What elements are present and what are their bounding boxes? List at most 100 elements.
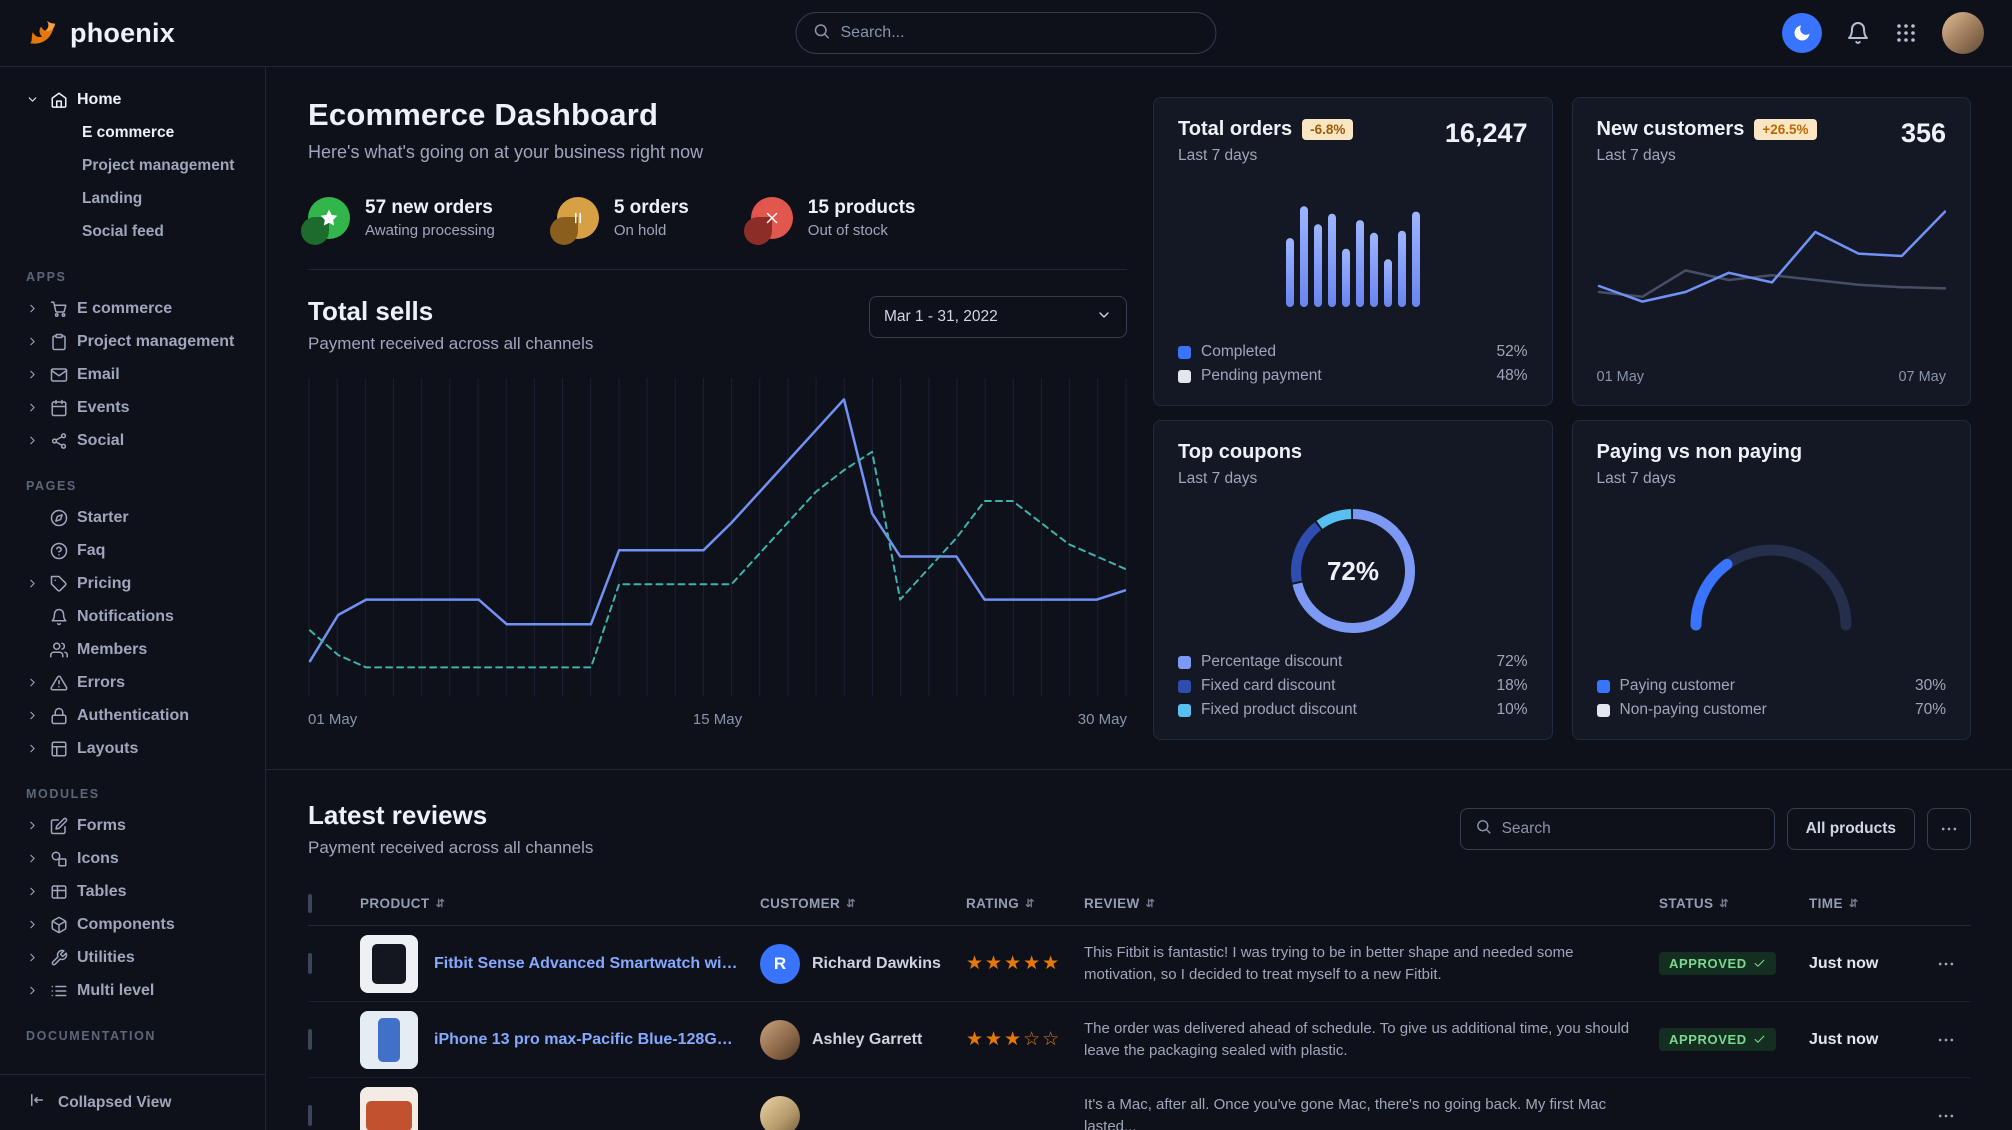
main-content: Ecommerce Dashboard Here's what's going …	[266, 67, 2012, 1130]
star-solid-icon	[320, 209, 338, 226]
total-orders-value: 16,247	[1444, 118, 1528, 148]
total-sells-chart	[308, 378, 1127, 701]
sidebar-item-tables[interactable]: Tables	[0, 875, 265, 908]
sidebar-item-multi-level[interactable]: Multi level	[0, 974, 265, 1007]
theme-toggle-button[interactable]	[1782, 13, 1822, 53]
sidebar-item-errors[interactable]: Errors	[0, 666, 265, 699]
row-actions-button[interactable]	[1921, 1106, 1971, 1126]
x-tick: 15 May	[692, 711, 743, 728]
column-header-status[interactable]: STATUS ⇵	[1659, 896, 1730, 911]
sidebar-subitem-social-feed[interactable]: Social feed	[82, 223, 164, 240]
all-products-button[interactable]: All products	[1786, 808, 1915, 850]
chevron-right-icon	[30, 744, 35, 753]
legend-label: Fixed card discount	[1201, 677, 1336, 694]
stats-row: 57 new orders Awating processing 5 orders O…	[301, 197, 1127, 245]
sidebar-item-social[interactable]: Social	[0, 424, 265, 457]
review-time: Just now	[1809, 1030, 1879, 1048]
new-customers-card: New customers +26.5% Last 7 days 356 01 …	[1571, 97, 1971, 406]
sidebar-item-components[interactable]: Components	[0, 908, 265, 941]
product-link[interactable]: Fitbit Sense Advanced Smartwatch with To…	[434, 954, 742, 972]
chevron-right-icon	[30, 854, 35, 863]
sidebar-item-project-management[interactable]: Project management	[0, 325, 265, 358]
top-coupons-subtitle: Last 7 days	[1178, 470, 1258, 487]
sidebar-item-members[interactable]: Members	[0, 633, 265, 666]
legend-item-paying-customer: Paying customer 30%	[1596, 677, 1946, 695]
row-actions-button[interactable]	[1921, 954, 1971, 974]
product-link[interactable]: iPhone 13 pro max-Pacific Blue-128GB sto…	[434, 1030, 742, 1048]
sidebar-item-home[interactable]: Home	[0, 83, 265, 116]
alert-icon	[50, 674, 68, 690]
new-customers-subtitle: Last 7 days	[1596, 147, 1676, 164]
reviews-search-input[interactable]	[1501, 820, 1760, 838]
phoenix-logo-icon	[30, 20, 56, 44]
user-avatar[interactable]	[1942, 12, 1984, 54]
sidebar-item-forms[interactable]: Forms	[0, 809, 265, 842]
status-badge: APPROVED	[1659, 1028, 1776, 1051]
chevron-down-icon	[28, 97, 37, 102]
search-input[interactable]	[840, 24, 1200, 42]
row-checkbox[interactable]	[308, 1104, 312, 1126]
date-range-value: Mar 1 - 31, 2022	[884, 308, 998, 325]
collapse-icon	[28, 1091, 46, 1114]
latest-reviews-section: Latest reviews Payment received across a…	[266, 770, 2012, 1130]
collapsed-view-toggle[interactable]: Collapsed View	[0, 1074, 265, 1130]
column-header-time[interactable]: TIME ⇵	[1809, 896, 1859, 911]
sidebar-item-e-commerce[interactable]: E commerce	[0, 292, 265, 325]
sidebar-section-label-pages: PAGES	[26, 479, 77, 493]
sidebar-item-events[interactable]: Events	[0, 391, 265, 424]
kpi-cards-grid: Total orders -6.8% Last 7 days 16,247 Co…	[1153, 97, 1971, 769]
sidebar-item-pricing[interactable]: Pricing	[0, 567, 265, 600]
divider	[308, 269, 1127, 270]
sort-icon: ⇵	[1025, 898, 1035, 910]
legend-swatch	[1178, 345, 1191, 359]
legend-item-pending-payment: Pending payment 48%	[1178, 367, 1528, 385]
list-icon	[51, 985, 67, 996]
reviews-table-header: PRODUCT ⇵ CUSTOMER ⇵ RATING ⇵ REVIEW ⇵ STATUS ⇵ TI…	[308, 882, 1971, 926]
legend-value: 18%	[1496, 677, 1528, 694]
new-customers-x-axis: 01 May 07 May	[1597, 369, 1947, 385]
collapse-icon	[31, 1094, 43, 1106]
apps-grid-button[interactable]	[1894, 21, 1918, 45]
sidebar-item-email[interactable]: Email	[0, 358, 265, 391]
sidebar-item-notifications[interactable]: Notifications	[0, 600, 265, 633]
row-checkbox[interactable]	[308, 1028, 312, 1050]
row-checkbox[interactable]	[308, 952, 312, 974]
total-orders-legend: Completed 52% Pending payment 48%	[1178, 343, 1528, 385]
legend-item-non-paying-customer: Non-paying customer 70%	[1596, 701, 1946, 719]
sidebar-item-authentication[interactable]: Authentication	[0, 699, 265, 732]
paying-gauge-chart	[1597, 488, 1947, 677]
ellipsis-icon	[1938, 962, 1954, 965]
status-badge: APPROVED	[1659, 952, 1776, 975]
sidebar-item-starter[interactable]: Starter	[0, 501, 265, 534]
row-actions-button[interactable]	[1921, 1030, 1971, 1050]
legend-label: Paying customer	[1619, 677, 1735, 694]
latest-reviews-subtitle: Payment received across all channels	[308, 838, 594, 857]
column-header-rating[interactable]: RATING ⇵	[966, 896, 1035, 911]
brand[interactable]: phoenix	[28, 18, 175, 49]
review-time: Just now	[1809, 954, 1879, 972]
select-all-checkbox[interactable]	[308, 894, 312, 913]
column-header-review[interactable]: REVIEW ⇵	[1084, 896, 1156, 911]
calendar-icon	[51, 399, 67, 416]
chevron-down-icon	[1099, 311, 1109, 318]
column-header-product[interactable]: PRODUCT ⇵	[360, 896, 446, 911]
sidebar-subitem-landing[interactable]: Landing	[82, 190, 143, 207]
reviews-search	[1459, 808, 1775, 850]
chevron-right-icon	[30, 920, 35, 929]
sidebar-item-icons[interactable]: Icons	[0, 842, 265, 875]
new-customers-line-chart	[1597, 165, 1947, 369]
chevron-right-icon	[30, 579, 35, 588]
lock-icon	[51, 707, 67, 724]
reviews-more-button[interactable]	[1927, 808, 1971, 850]
sidebar-item-faq[interactable]: Faq	[0, 534, 265, 567]
legend-label: Pending payment	[1201, 367, 1322, 384]
top-coupons-title: Top coupons	[1178, 441, 1303, 463]
notifications-button[interactable]	[1846, 21, 1870, 45]
sidebar-subitem-project-management[interactable]: Project management	[82, 157, 235, 174]
date-range-select[interactable]: Mar 1 - 31, 2022	[869, 296, 1127, 338]
sidebar-subitem-e-commerce[interactable]: E commerce	[82, 124, 175, 141]
sidebar-item-layouts[interactable]: Layouts	[0, 732, 265, 765]
sidebar-item-utilities[interactable]: Utilities	[0, 941, 265, 974]
column-header-customer[interactable]: CUSTOMER ⇵	[760, 896, 856, 911]
bell-icon	[51, 608, 67, 625]
